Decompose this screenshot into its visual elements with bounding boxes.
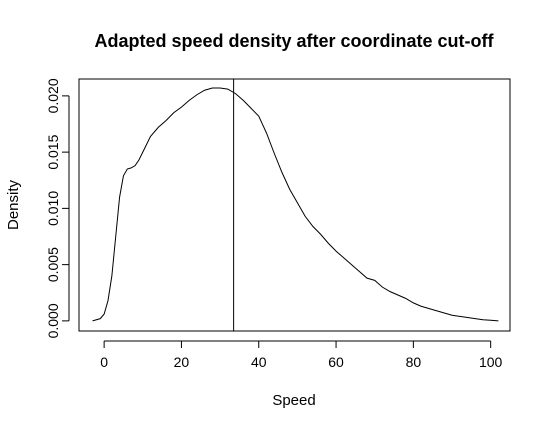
y-tick-label: 0.005 <box>45 247 61 282</box>
x-tick-label: 40 <box>251 354 267 370</box>
x-tick-label: 20 <box>174 354 190 370</box>
y-axis-label: Density <box>5 179 22 230</box>
density-curve <box>92 87 499 322</box>
x-axis: 0 20 40 60 80 100 <box>100 340 503 370</box>
y-tick-label: 0.010 <box>45 191 61 226</box>
y-tick-label: 0.000 <box>45 303 61 338</box>
x-tick-label: 100 <box>479 354 503 370</box>
y-axis: 0.000 0.005 0.010 0.015 0.020 <box>45 78 70 338</box>
y-tick-label: 0.020 <box>45 78 61 113</box>
chart-title: Adapted speed density after coordinate c… <box>94 31 494 51</box>
x-axis-label: Speed <box>272 392 315 409</box>
plot-frame <box>78 78 511 332</box>
x-tick-label: 0 <box>100 354 108 370</box>
y-tick-label: 0.015 <box>45 134 61 169</box>
x-tick-label: 80 <box>406 354 422 370</box>
x-tick-label: 60 <box>328 354 344 370</box>
